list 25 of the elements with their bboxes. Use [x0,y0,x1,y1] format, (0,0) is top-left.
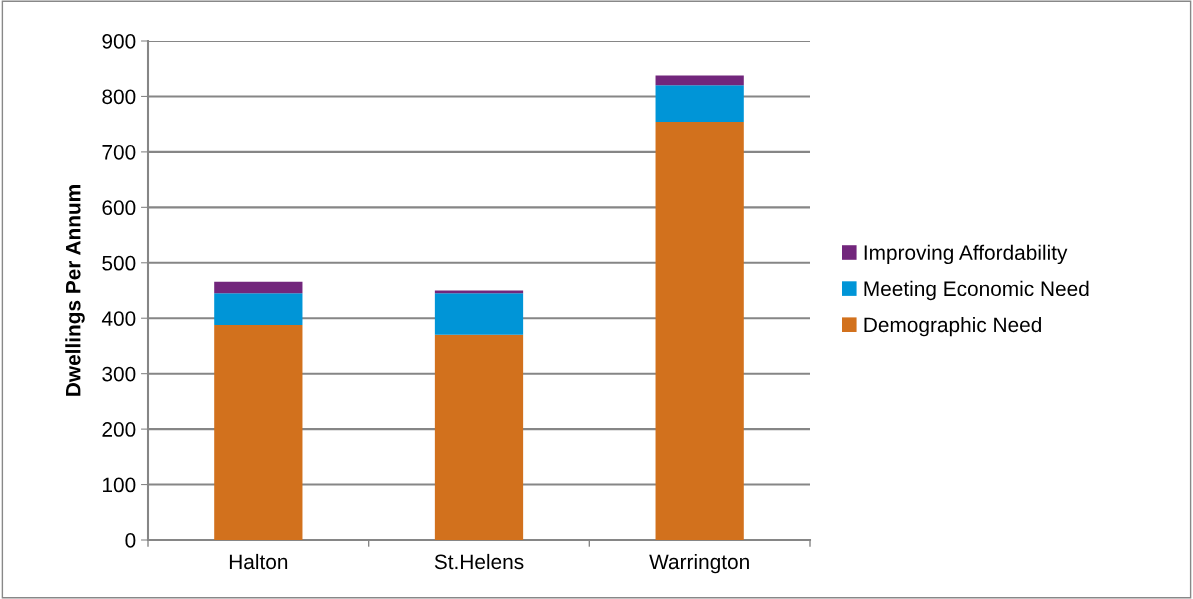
bar [214,293,303,325]
bar [214,281,303,294]
y-tick-label: 500 [102,255,136,271]
bar [655,85,744,122]
bar [655,121,744,540]
y-tick-label: 600 [102,200,136,216]
legend-label: Meeting Economic Need [864,280,1089,301]
bar [434,293,524,335]
bar [655,75,744,86]
x-tick-label: Halton [229,553,288,570]
legend-label: Demographic Need [864,316,1041,337]
y-axis-title: Dwellings Per Annum [65,185,85,396]
y-tick-label: 200 [102,422,136,437]
y-tick-label: 700 [102,144,136,160]
y-tick-label: 400 [101,311,136,326]
x-tick-label: Warrington [649,553,749,574]
y-tick-label: 100 [103,477,136,493]
y-tick-label: 900 [102,34,136,49]
bar [214,324,303,540]
y-tick-label: 300 [102,366,136,382]
y-tick-label: 800 [102,89,136,105]
legend-label: Improving Affordability [864,244,1068,265]
bar [434,334,524,540]
x-tick-label: St.Helens [434,553,524,570]
y-tick-label: 0 [125,533,136,548]
